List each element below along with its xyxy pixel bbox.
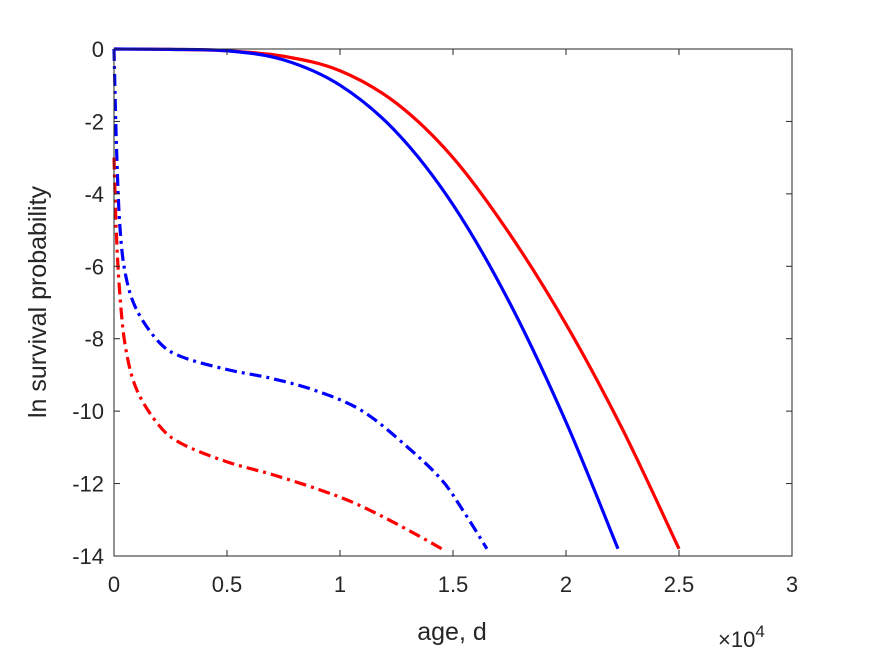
y-tick-label: -6 (84, 254, 104, 279)
x-axis-exponent: ×104 (718, 622, 765, 652)
y-tick-label: 0 (92, 37, 104, 62)
y-axis-label: ln survival probability (24, 185, 52, 418)
y-tick-label: -12 (72, 472, 104, 497)
y-tick-label: -4 (84, 182, 104, 207)
x-tick-label: 2.5 (664, 572, 695, 597)
x-axis-label: age, d (417, 618, 487, 646)
y-tick-label: -14 (72, 544, 104, 569)
x-tick-label: 0.5 (212, 572, 243, 597)
series-line-4 (112, 157, 443, 551)
x-tick-label: 0 (108, 572, 120, 597)
x-axis-exponent-base: ×10 (718, 627, 755, 652)
x-axis-exponent-power: 4 (755, 622, 764, 641)
series-line-3 (112, 48, 489, 550)
y-tick-label: -10 (72, 399, 104, 424)
y-tick-label: -2 (84, 109, 104, 134)
tick-layer: 0 0.5 1 1.5 2 2.5 3 0 -2 -4 -6 -8 -10 -12 -14 (72, 37, 798, 597)
x-tick-label: 2 (560, 572, 572, 597)
x-tick-label: 1.5 (438, 572, 469, 597)
x-tick-label: 1 (334, 572, 346, 597)
series-line-2 (113, 47, 620, 550)
x-tick-label: 3 (786, 572, 798, 597)
y-tick-label: -8 (84, 327, 104, 352)
